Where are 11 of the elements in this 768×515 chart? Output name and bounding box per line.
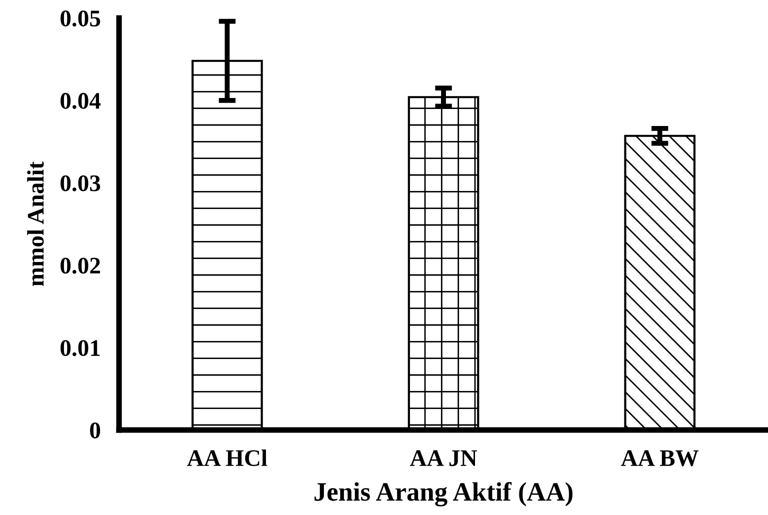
x-axis-title: Jenis Arang Aktif (AA): [314, 482, 572, 506]
y-tick-label: 0.01: [60, 340, 100, 356]
x-tick-label: AA BW: [621, 450, 699, 466]
x-tick-label: AA HCl: [187, 449, 268, 466]
y-tick-label: 0: [90, 422, 100, 438]
y-tick-label: 0.03: [60, 175, 100, 192]
y-tick-label: 0.04: [60, 92, 101, 109]
y-axis-title: mmol Analit: [27, 161, 44, 286]
y-tick-label: 0.05: [60, 10, 100, 27]
y-tick-label: 0.02: [60, 258, 100, 274]
x-tick-label: AA JN: [410, 450, 477, 466]
